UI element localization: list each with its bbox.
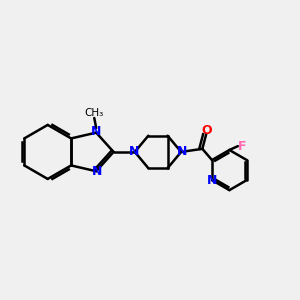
Text: N: N	[92, 165, 102, 178]
Text: N: N	[91, 125, 101, 138]
Text: N: N	[207, 174, 217, 187]
Text: F: F	[238, 140, 246, 153]
Text: O: O	[201, 124, 211, 137]
Text: N: N	[129, 146, 139, 158]
Text: N: N	[177, 146, 187, 158]
Text: CH₃: CH₃	[85, 108, 104, 118]
